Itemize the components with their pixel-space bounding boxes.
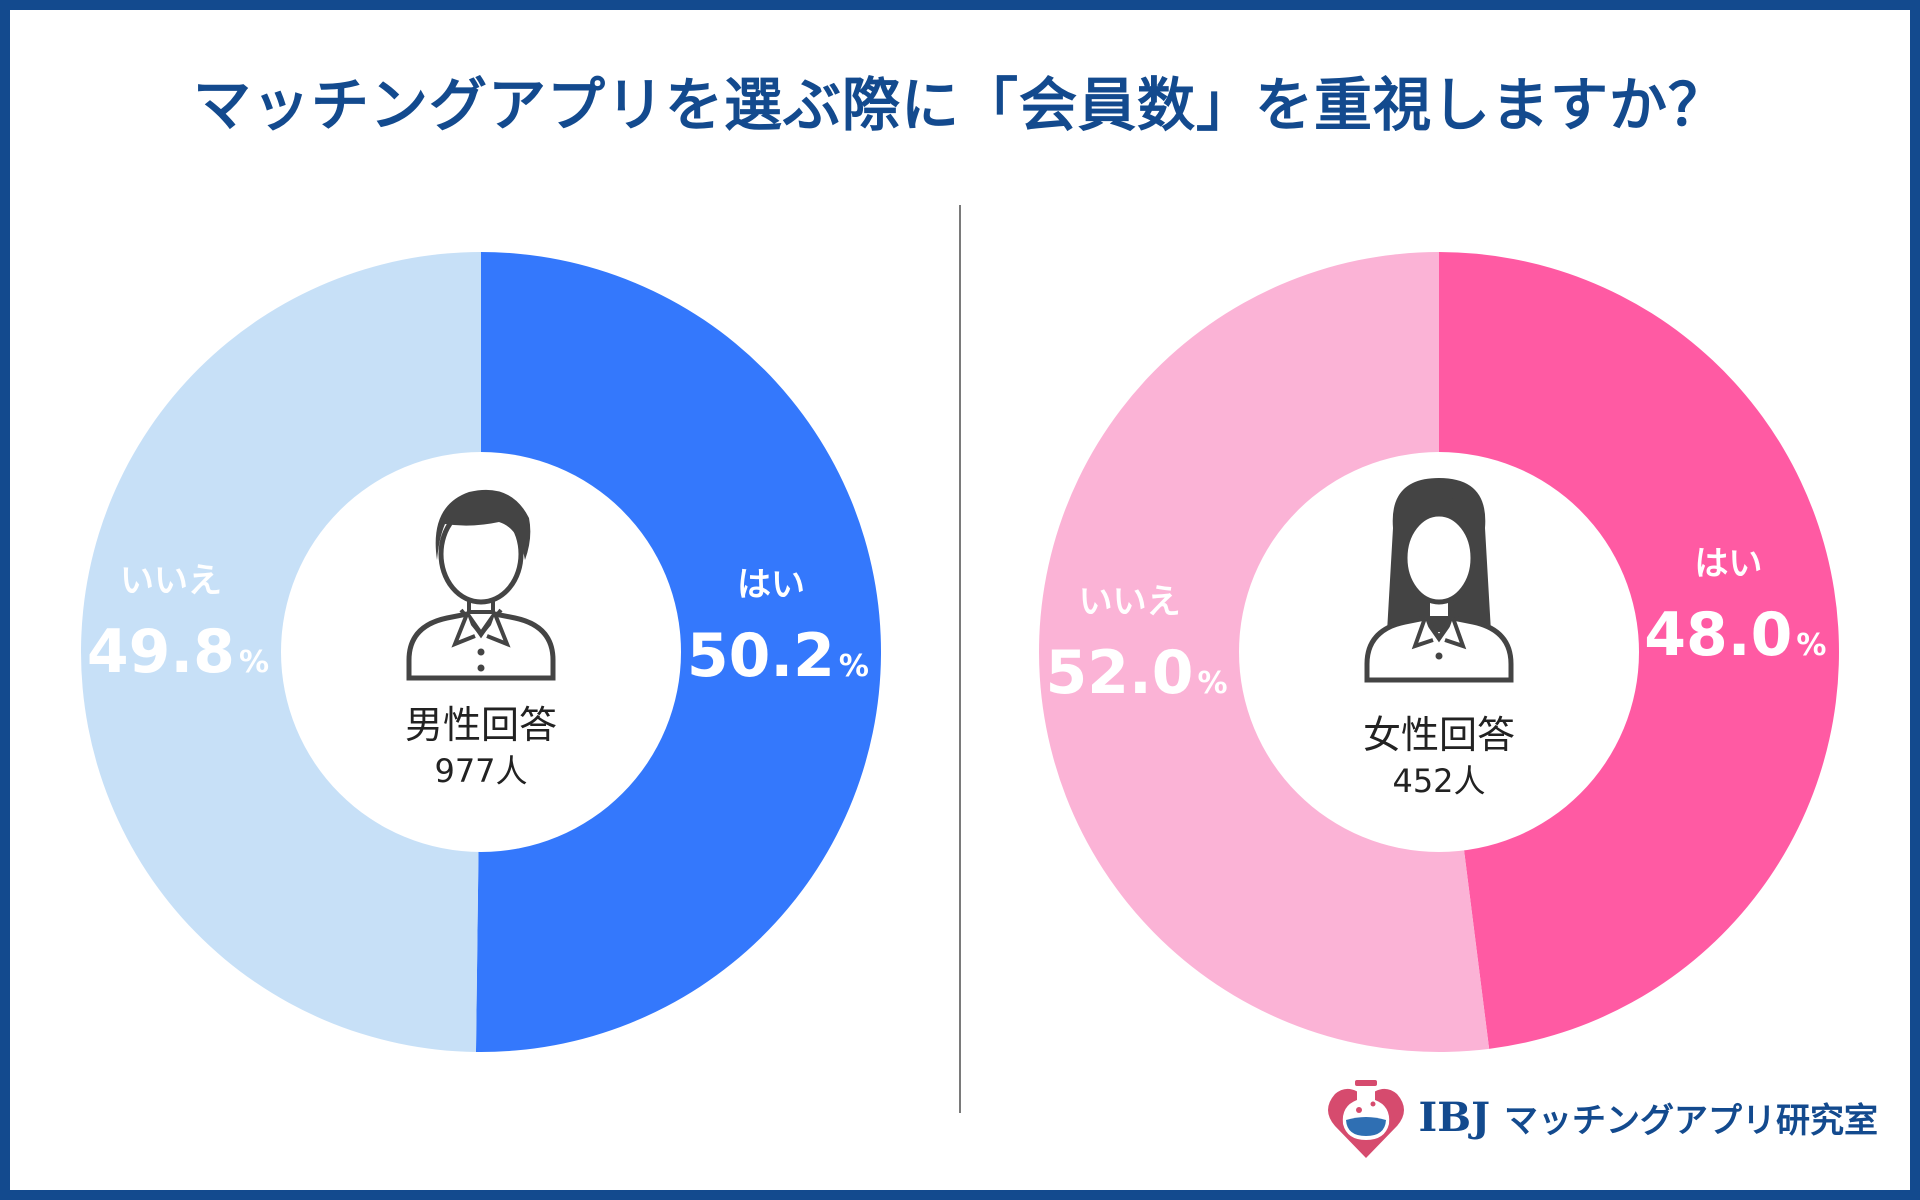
footer-name: マッチングアプリ研究室 (1504, 1100, 1878, 1141)
male-user-icon (406, 489, 556, 681)
value-male-yes-number: 50.2 (687, 621, 835, 691)
label-female-no: いいえ (1079, 582, 1181, 622)
group-label-male: 男性回答 (405, 703, 557, 747)
female-user-icon (1364, 478, 1514, 683)
value-female-no-number: 52.0 (1045, 638, 1193, 708)
group-count-female: 452人 (1392, 762, 1485, 800)
footer-logo: IBJ マッチングアプリ研究室 (1327, 1074, 1878, 1160)
value-male-no-number: 49.8 (87, 617, 235, 687)
footer-brand: IBJ (1418, 1093, 1490, 1141)
value-male-no: 49.8% (87, 617, 269, 687)
value-female-yes-number: 48.0 (1644, 600, 1792, 670)
donut-male: はい 50.2% いいえ 49.8% 男性回答 977人 (81, 252, 882, 1052)
slice-female-yes (1439, 252, 1839, 1049)
chart-title: マッチングアプリを選ぶ際に「会員数」を重視しますか？ (192, 71, 1727, 139)
logo-heart-flask-icon (1327, 1080, 1404, 1158)
value-female-yes: 48.0% (1644, 600, 1826, 670)
label-male-no: いいえ (120, 561, 222, 601)
donut-female: はい 48.0% いいえ 52.0% 女性回答 452人 (1038, 252, 1839, 1052)
group-count-male: 977人 (434, 752, 527, 790)
value-male-yes: 50.2% (687, 621, 869, 691)
group-label-female: 女性回答 (1363, 713, 1515, 757)
label-male-yes: はい (737, 565, 805, 605)
value-female-no-unit: % (1198, 666, 1228, 701)
value-female-yes-unit: % (1796, 628, 1826, 663)
center-divider (959, 205, 961, 1113)
value-male-yes-unit: % (839, 649, 869, 684)
value-female-no: 52.0% (1045, 638, 1227, 708)
label-female-yes: はい (1694, 544, 1762, 584)
value-male-no-unit: % (239, 645, 269, 680)
